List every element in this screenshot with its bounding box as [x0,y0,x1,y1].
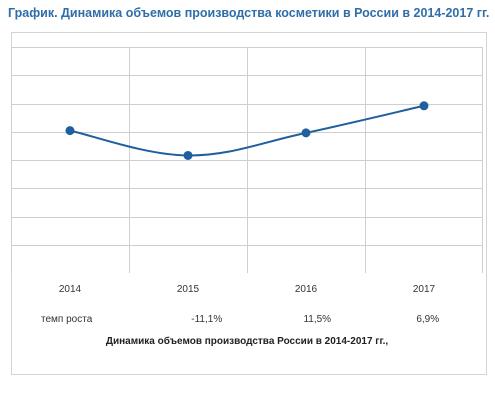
chart-frame [11,32,487,375]
series-line [69,104,425,157]
x-tick-label: 2016 [294,284,318,295]
bottom-divider [11,374,487,375]
line-chart [11,47,483,273]
data-point-2016 [301,128,311,138]
growth-value: 6,9% [416,314,440,325]
x-axis-years-row: 2014 2015 2016 2017 [11,279,483,301]
x-tick-label: 2014 [58,284,82,295]
growth-value: -11,1% [191,314,223,325]
growth-row-label: темп роста [41,314,93,325]
growth-value: 11,5% [303,314,332,325]
chart-title: График. Динамика объемов производства ко… [8,6,490,20]
data-point-2014 [65,126,75,136]
growth-rate-row: темп роста -11,1% 11,5% 6,9% [11,309,483,331]
data-points [65,101,429,160]
data-point-2017 [419,101,429,111]
vertical-gridlines [11,47,483,273]
chart-canvas [11,47,483,273]
x-tick-label: 2015 [176,284,200,295]
x-tick-label: 2017 [412,284,436,295]
chart-caption: Динамика объемов производства России в 2… [105,336,389,347]
data-point-2015 [183,150,193,160]
